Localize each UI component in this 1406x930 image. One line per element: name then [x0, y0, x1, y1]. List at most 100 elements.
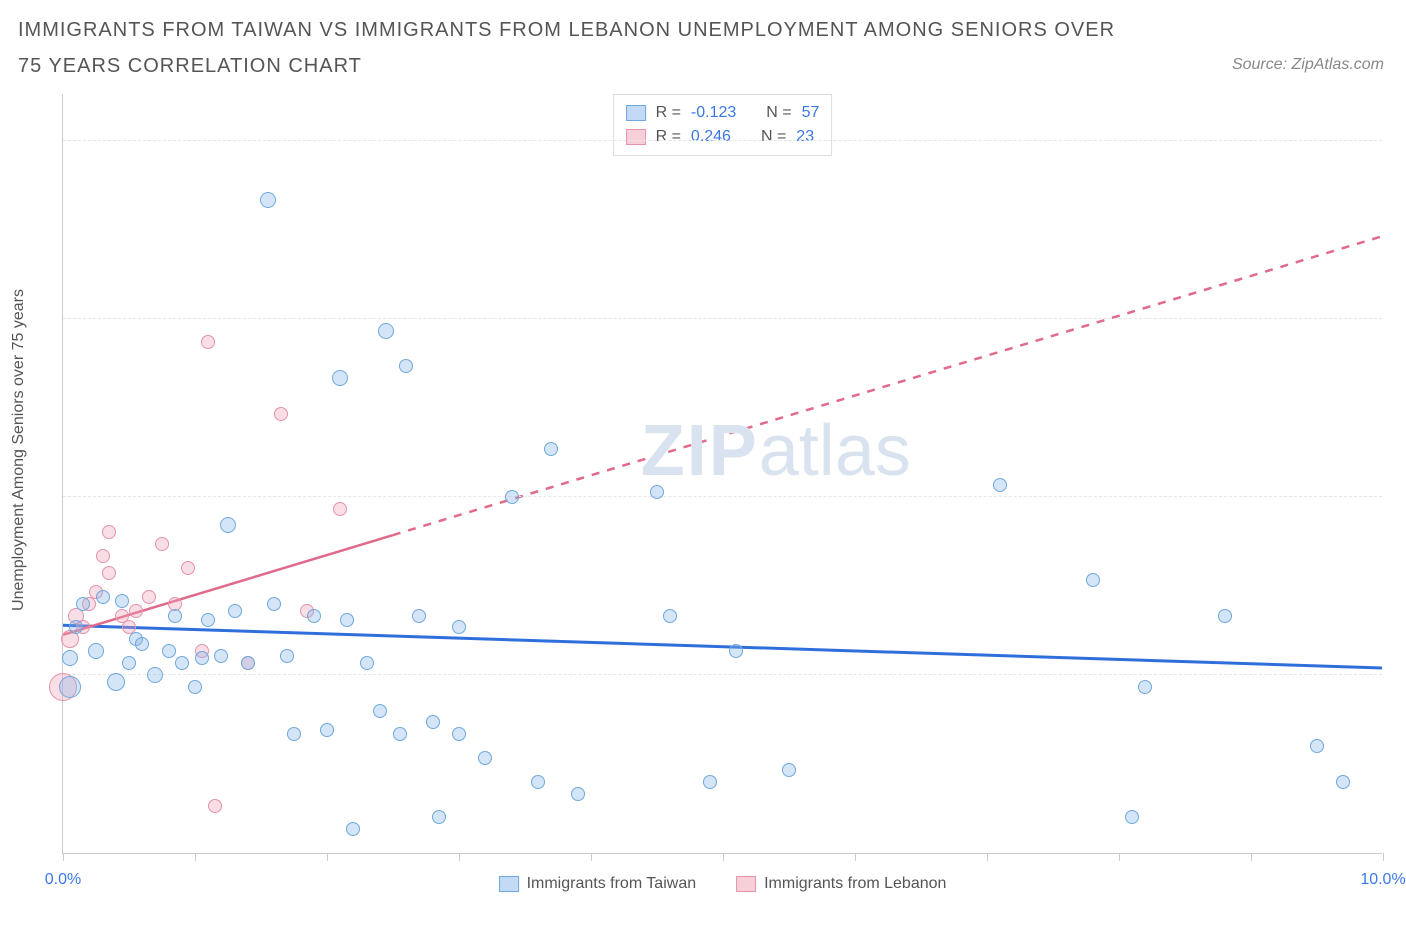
data-point-taiwan [1218, 609, 1232, 623]
data-point-taiwan [703, 775, 717, 789]
data-point-taiwan [188, 680, 202, 694]
data-point-taiwan [59, 676, 81, 698]
data-point-taiwan [115, 594, 129, 608]
data-point-taiwan [162, 644, 176, 658]
data-point-lebanon [155, 537, 169, 551]
data-point-taiwan [399, 359, 413, 373]
data-point-taiwan [260, 192, 276, 208]
data-point-taiwan [452, 620, 466, 634]
x-tick [327, 853, 328, 861]
y-tick-label: 22.5% [1392, 292, 1406, 310]
trend-lines-layer [63, 94, 1382, 853]
data-point-taiwan [241, 656, 255, 670]
swatch-pink-icon [736, 876, 756, 892]
x-tick [987, 853, 988, 861]
data-point-taiwan [76, 597, 90, 611]
data-point-taiwan [729, 644, 743, 658]
x-tick [1251, 853, 1252, 861]
swatch-pink-icon [626, 129, 646, 145]
series-legend: Immigrants from Taiwan Immigrants from L… [499, 875, 947, 893]
swatch-blue-icon [499, 876, 519, 892]
data-point-taiwan [505, 490, 519, 504]
data-point-taiwan [340, 613, 354, 627]
n-label: N = [766, 104, 791, 122]
legend-item-lebanon: Immigrants from Lebanon [736, 875, 946, 893]
gridline [63, 318, 1382, 319]
data-point-taiwan [663, 609, 677, 623]
x-tick [723, 853, 724, 861]
data-point-taiwan [320, 723, 334, 737]
plot-area: R = -0.123 N = 57 R = 0.246 N = 23 Immig… [62, 94, 1382, 854]
r-value: 0.246 [691, 128, 731, 146]
data-point-taiwan [135, 637, 149, 651]
data-point-taiwan [280, 649, 294, 663]
data-point-taiwan [346, 822, 360, 836]
data-point-taiwan [393, 727, 407, 741]
data-point-taiwan [571, 787, 585, 801]
gridline [63, 496, 1382, 497]
data-point-taiwan [228, 604, 242, 618]
data-point-taiwan [195, 651, 209, 665]
data-point-taiwan [782, 763, 796, 777]
data-point-taiwan [96, 590, 110, 604]
data-point-taiwan [307, 609, 321, 623]
data-point-taiwan [332, 370, 348, 386]
x-tick [459, 853, 460, 861]
data-point-taiwan [650, 485, 664, 499]
data-point-taiwan [432, 810, 446, 824]
data-point-lebanon [102, 525, 116, 539]
data-point-lebanon [181, 561, 195, 575]
swatch-blue-icon [626, 105, 646, 121]
data-point-taiwan [478, 751, 492, 765]
watermark: ZIPatlas [641, 410, 911, 492]
x-tick-label: 0.0% [45, 871, 81, 889]
data-point-lebanon [96, 549, 110, 563]
y-tick-label: 30.0% [1392, 114, 1406, 132]
x-tick-label: 10.0% [1360, 871, 1405, 889]
data-point-taiwan [201, 613, 215, 627]
r-label: R = [656, 128, 681, 146]
legend-label: Immigrants from Lebanon [764, 875, 946, 893]
data-point-taiwan [267, 597, 281, 611]
data-point-taiwan [287, 727, 301, 741]
data-point-lebanon [208, 799, 222, 813]
data-point-taiwan [214, 649, 228, 663]
data-point-taiwan [993, 478, 1007, 492]
legend-row-lebanon: R = 0.246 N = 23 [626, 125, 820, 149]
source-label: Source: ZipAtlas.com [1232, 56, 1384, 74]
y-tick-label: 15.0% [1392, 470, 1406, 488]
data-point-taiwan [220, 517, 236, 533]
data-point-taiwan [1138, 680, 1152, 694]
n-value: 23 [796, 128, 814, 146]
legend-row-taiwan: R = -0.123 N = 57 [626, 101, 820, 125]
data-point-taiwan [373, 704, 387, 718]
data-point-lebanon [129, 604, 143, 618]
x-tick [63, 853, 64, 861]
data-point-taiwan [107, 673, 125, 691]
data-point-taiwan [426, 715, 440, 729]
n-label: N = [761, 128, 786, 146]
data-point-taiwan [360, 656, 374, 670]
data-point-taiwan [62, 650, 78, 666]
data-point-lebanon [102, 566, 116, 580]
x-tick [1119, 853, 1120, 861]
chart-title: IMMIGRANTS FROM TAIWAN VS IMMIGRANTS FRO… [18, 12, 1118, 84]
data-point-lebanon [201, 335, 215, 349]
data-point-taiwan [378, 323, 394, 339]
data-point-taiwan [531, 775, 545, 789]
r-label: R = [656, 104, 681, 122]
x-tick [1383, 853, 1384, 861]
data-point-taiwan [1336, 775, 1350, 789]
trend-line [63, 625, 1382, 668]
data-point-taiwan [175, 656, 189, 670]
data-point-taiwan [122, 656, 136, 670]
data-point-taiwan [1125, 810, 1139, 824]
data-point-lebanon [274, 407, 288, 421]
x-tick [195, 853, 196, 861]
data-point-lebanon [333, 502, 347, 516]
gridline [63, 674, 1382, 675]
legend-label: Immigrants from Taiwan [527, 875, 697, 893]
data-point-taiwan [452, 727, 466, 741]
r-value: -0.123 [691, 104, 736, 122]
legend-item-taiwan: Immigrants from Taiwan [499, 875, 697, 893]
